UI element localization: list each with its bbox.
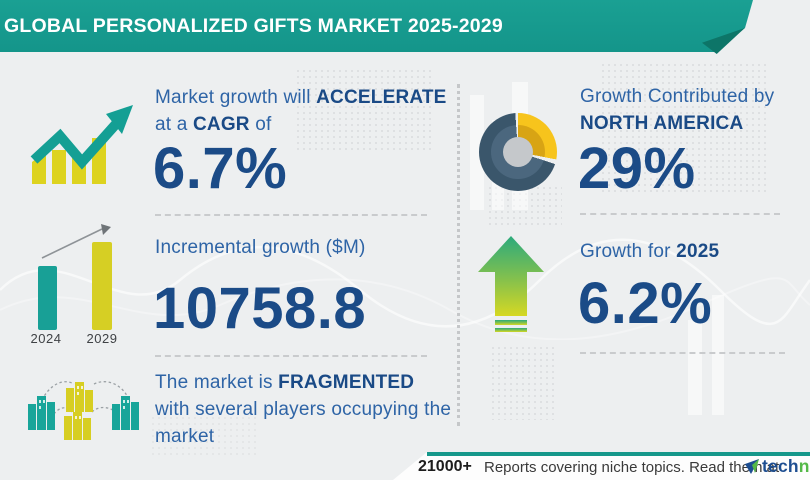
region-lead-text: Growth Contributed by xyxy=(580,86,775,107)
fragmented-line3-text: market xyxy=(155,426,215,447)
divider-dashed xyxy=(155,355,427,357)
brand-prefix-text: tech xyxy=(762,456,799,476)
region-name-text: NORTH AMERICA xyxy=(580,113,744,134)
brand-suffix-text: navio xyxy=(798,456,810,476)
footer-accent-line xyxy=(427,452,810,456)
growth-year-text: 2025 xyxy=(676,241,720,262)
fragmented-line2-text: with several players occupying the xyxy=(155,399,452,420)
bar-label-2029: 2029 xyxy=(86,331,118,346)
cagr-accelerate-text: ACCELERATE xyxy=(316,87,447,108)
background-dot-pattern xyxy=(487,185,562,227)
cagr-value: 6.7% xyxy=(153,136,288,201)
header-banner: GLOBAL PERSONALIZED GIFTS MARKET 2025-20… xyxy=(0,0,753,52)
page-title: GLOBAL PERSONALIZED GIFTS MARKET 2025-20… xyxy=(4,15,503,37)
growth-value: 6.2% xyxy=(578,271,713,336)
vertical-dotted-divider xyxy=(457,84,460,426)
donut-center xyxy=(503,137,533,167)
divider-dashed xyxy=(580,352,785,354)
divider-dashed xyxy=(580,213,780,215)
footer-ribbon xyxy=(393,452,810,480)
growth-up-arrow-icon xyxy=(478,236,544,332)
fragmented-bold-text: FRAGMENTED xyxy=(278,372,415,393)
brand-wordmark: technavio xyxy=(762,456,810,477)
region-contribution-value: 29% xyxy=(578,136,696,201)
fragmented-lead-text: The market is xyxy=(155,372,279,393)
bar-label-2024: 2024 xyxy=(30,331,62,346)
cagr-bold-text: CAGR xyxy=(192,114,250,135)
background-skyline-bar xyxy=(712,295,724,415)
2024-vs-2029-bars-icon xyxy=(38,224,112,330)
background-dot-pattern xyxy=(490,345,555,420)
donut-chart-icon xyxy=(479,113,557,191)
growth-year-label: Growth for 2025 xyxy=(580,238,719,265)
technavio-logo[interactable]: technavio xyxy=(744,456,810,477)
technavio-arrow-logo-icon xyxy=(745,458,759,474)
cagr-mid-text: at a xyxy=(155,114,193,135)
growth-lead-text: Growth for xyxy=(580,241,677,262)
incremental-growth-label: Incremental growth ($M) xyxy=(155,237,366,258)
cagr-tail-text: of xyxy=(249,114,272,135)
region-contribution-label: Growth Contributed by NORTH AMERICA xyxy=(580,83,774,137)
fragmented-statement: The market is FRAGMENTED with several pl… xyxy=(155,369,451,450)
cagr-lead-text: Market growth will xyxy=(155,87,317,108)
report-count: 21000+ xyxy=(418,458,472,475)
building-clusters-icon xyxy=(28,381,139,440)
footer-message: Reports covering niche topics. Read them… xyxy=(484,459,780,476)
cagr-statement: Market growth will ACCELERATE at a CAGR … xyxy=(155,84,447,138)
bar-chart-rising-arrow-icon xyxy=(30,105,133,184)
divider-dashed xyxy=(155,214,427,216)
incremental-growth-value: 10758.8 xyxy=(153,276,367,341)
